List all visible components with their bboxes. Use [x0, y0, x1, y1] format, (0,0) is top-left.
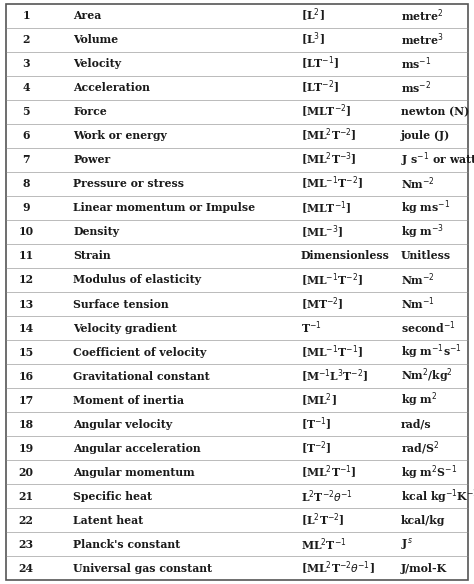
Text: J$^{s}$: J$^{s}$ [401, 537, 412, 552]
Text: 14: 14 [18, 322, 34, 333]
Text: [M$^{-1}$L$^{3}$T$^{-2}$]: [M$^{-1}$L$^{3}$T$^{-2}$] [301, 367, 368, 385]
Text: metre$^{2}$: metre$^{2}$ [401, 7, 443, 24]
Text: 10: 10 [18, 227, 34, 238]
Text: 15: 15 [18, 346, 34, 357]
Text: [ML$^{-3}$]: [ML$^{-3}$] [301, 223, 343, 241]
Text: ML$^{2}$T$^{-1}$: ML$^{2}$T$^{-1}$ [301, 536, 346, 552]
Text: kcal kg$^{-1}$K$^{-1}$: kcal kg$^{-1}$K$^{-1}$ [401, 487, 474, 506]
Text: 20: 20 [18, 467, 34, 478]
Text: Velocity gradient: Velocity gradient [73, 322, 177, 333]
Text: 8: 8 [22, 178, 30, 189]
Text: Acceleration: Acceleration [73, 82, 150, 93]
Text: second$^{-1}$: second$^{-1}$ [401, 320, 456, 336]
Text: 4: 4 [22, 82, 30, 93]
Text: rad/S$^{2}$: rad/S$^{2}$ [401, 440, 439, 457]
Text: 11: 11 [18, 251, 34, 262]
Text: Angular acceleration: Angular acceleration [73, 443, 201, 454]
Text: Force: Force [73, 106, 107, 117]
Text: Velocity: Velocity [73, 58, 122, 69]
Text: [T$^{-2}$]: [T$^{-2}$] [301, 440, 332, 457]
Text: [ML$^{2}$T$^{-2}$]: [ML$^{2}$T$^{-2}$] [301, 127, 356, 144]
Text: [ML$^{2}$T$^{-3}$]: [ML$^{2}$T$^{-3}$] [301, 151, 356, 168]
Text: Coefficient of velocity: Coefficient of velocity [73, 346, 207, 357]
Text: rad/s: rad/s [401, 419, 431, 430]
Text: [L$^{3}$]: [L$^{3}$] [301, 31, 325, 48]
Text: 17: 17 [18, 395, 34, 406]
Text: [MT$^{-2}$]: [MT$^{-2}$] [301, 296, 344, 312]
Text: newton (N): newton (N) [401, 106, 469, 117]
Text: T$^{-1}$: T$^{-1}$ [301, 320, 322, 336]
Text: Nm$^{2}$/kg$^{2}$: Nm$^{2}$/kg$^{2}$ [401, 367, 453, 385]
Text: 6: 6 [22, 130, 30, 141]
Text: 22: 22 [18, 515, 34, 526]
Text: 2: 2 [22, 34, 30, 45]
Text: [ML$^{2}$T$^{-1}$]: [ML$^{2}$T$^{-1}$] [301, 464, 356, 481]
Text: Nm$^{-2}$: Nm$^{-2}$ [401, 272, 435, 288]
Text: 1: 1 [22, 10, 30, 21]
Text: J/mol-K: J/mol-K [401, 563, 447, 574]
Text: 24: 24 [18, 563, 34, 574]
Text: [L$^{2}$]: [L$^{2}$] [301, 7, 325, 24]
Text: 19: 19 [18, 443, 34, 454]
Text: 9: 9 [22, 202, 30, 213]
Text: Volume: Volume [73, 34, 118, 45]
Text: Density: Density [73, 227, 119, 238]
Text: Angular velocity: Angular velocity [73, 419, 173, 430]
Text: joule (J): joule (J) [401, 130, 450, 141]
Text: [ML$^{2}$]: [ML$^{2}$] [301, 391, 337, 409]
Text: Modulus of elasticity: Modulus of elasticity [73, 274, 201, 286]
Text: Angular momentum: Angular momentum [73, 467, 195, 478]
Text: Universal gas constant: Universal gas constant [73, 563, 213, 574]
Text: kg m$^{-3}$: kg m$^{-3}$ [401, 223, 444, 241]
Text: 21: 21 [18, 491, 34, 502]
Text: 13: 13 [18, 298, 34, 310]
Text: [MLT$^{-2}$]: [MLT$^{-2}$] [301, 103, 351, 120]
Text: Dimensionless: Dimensionless [301, 251, 390, 262]
Text: Moment of inertia: Moment of inertia [73, 395, 184, 406]
Text: Linear momentum or Impulse: Linear momentum or Impulse [73, 202, 255, 213]
Text: [T$^{-1}$]: [T$^{-1}$] [301, 416, 332, 433]
Text: Nm$^{-1}$: Nm$^{-1}$ [401, 296, 435, 312]
Text: 3: 3 [22, 58, 30, 69]
Text: 5: 5 [22, 106, 30, 117]
Text: kg m$^{2}$: kg m$^{2}$ [401, 391, 437, 409]
Text: Work or energy: Work or energy [73, 130, 167, 141]
Text: [ML$^{2}$T$^{-2}$$\theta$$^{-1}$]: [ML$^{2}$T$^{-2}$$\theta$$^{-1}$] [301, 560, 375, 577]
Text: kg m$^{-1}$s$^{-1}$: kg m$^{-1}$s$^{-1}$ [401, 343, 461, 361]
Text: [ML$^{-1}$T$^{-1}$]: [ML$^{-1}$T$^{-1}$] [301, 343, 363, 361]
Text: J s$^{-1}$ or watt: J s$^{-1}$ or watt [401, 151, 474, 169]
Text: [L$^{2}$T$^{-2}$]: [L$^{2}$T$^{-2}$] [301, 512, 345, 529]
Text: ms$^{-2}$: ms$^{-2}$ [401, 79, 431, 96]
Text: Area: Area [73, 10, 102, 21]
Text: 23: 23 [18, 539, 34, 550]
Text: Specific heat: Specific heat [73, 491, 153, 502]
Text: [LT$^{-2}$]: [LT$^{-2}$] [301, 79, 339, 96]
Text: [ML$^{-1}$T$^{-2}$]: [ML$^{-1}$T$^{-2}$] [301, 175, 363, 193]
Text: 12: 12 [18, 274, 34, 286]
Text: L$^{2}$T$^{-2}$$\theta$$^{-1}$: L$^{2}$T$^{-2}$$\theta$$^{-1}$ [301, 488, 353, 505]
Text: 16: 16 [18, 371, 34, 382]
Text: Gravitational constant: Gravitational constant [73, 371, 210, 382]
Text: [LT$^{-1}$]: [LT$^{-1}$] [301, 55, 339, 72]
Text: kg ms$^{-1}$: kg ms$^{-1}$ [401, 199, 450, 217]
Text: kg m$^{2}$S$^{-1}$: kg m$^{2}$S$^{-1}$ [401, 463, 456, 482]
Text: Unitless: Unitless [401, 251, 451, 262]
Text: kcal/kg: kcal/kg [401, 515, 445, 526]
Text: [MLT$^{-1}$]: [MLT$^{-1}$] [301, 199, 351, 217]
Text: Planck's constant: Planck's constant [73, 539, 181, 550]
Text: Latent heat: Latent heat [73, 515, 144, 526]
Text: Surface tension: Surface tension [73, 298, 169, 310]
Text: Pressure or stress: Pressure or stress [73, 178, 184, 189]
Text: ms$^{-1}$: ms$^{-1}$ [401, 55, 431, 72]
Text: 18: 18 [18, 419, 34, 430]
Text: [ML$^{-1}$T$^{-2}$]: [ML$^{-1}$T$^{-2}$] [301, 272, 363, 288]
Text: metre$^{3}$: metre$^{3}$ [401, 32, 443, 48]
Text: Power: Power [73, 154, 111, 165]
Text: Nm$^{-2}$: Nm$^{-2}$ [401, 176, 435, 192]
Text: Strain: Strain [73, 251, 111, 262]
Text: 7: 7 [22, 154, 30, 165]
